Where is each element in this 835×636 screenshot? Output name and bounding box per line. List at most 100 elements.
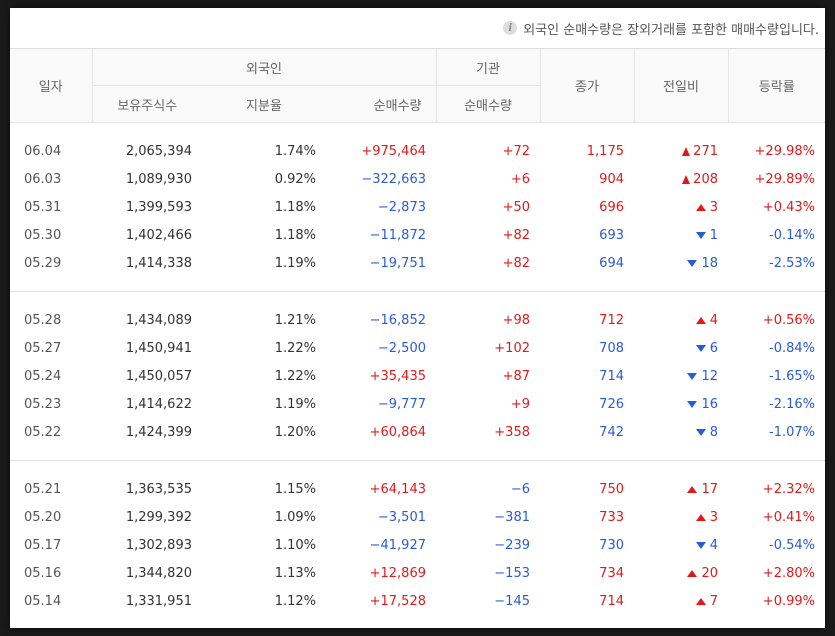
cell-close: 742 <box>599 424 624 440</box>
cell-date: 06.04 <box>24 143 62 159</box>
cell-change: 3 <box>634 503 728 531</box>
cell-close: 733 <box>599 509 624 525</box>
col-change-header: 전일비 <box>633 48 728 123</box>
table-body: 06.04 2,065,394 1.74% +975,464 +72 1,175 271 +2… <box>10 123 825 629</box>
cell-inst-net: −239 <box>494 537 530 553</box>
investor-trading-panel: i 외국인 순매수량은 장외거래를 포함한 매매수량입니다. 일자 외국인 기관… <box>10 8 825 628</box>
notice-text: 외국인 순매수량은 장외거래를 포함한 매매수량입니다. <box>523 22 819 38</box>
cell-ratio: 1.19% <box>274 255 316 271</box>
cell-change: 6 <box>634 334 728 362</box>
cell-inst-net: +82 <box>502 227 530 243</box>
cell-rate: -1.65% <box>769 368 815 384</box>
cell-foreign-net: −41,927 <box>369 537 426 553</box>
cell-close: 696 <box>599 199 624 215</box>
cell-foreign-net: −11,872 <box>369 227 426 243</box>
cell-inst-net: −381 <box>494 509 530 525</box>
cell-inst-net: −153 <box>494 565 530 581</box>
cell-date: 05.21 <box>24 481 62 497</box>
cell-inst-net: −6 <box>510 481 530 497</box>
cell-close: 712 <box>599 312 624 328</box>
cell-foreign-net: +975,464 <box>361 143 426 159</box>
col-date-header: 일자 <box>10 48 92 123</box>
cell-holdings: 1,450,057 <box>125 368 192 384</box>
investor-trading-table: 일자 외국인 기관 종가 전일비 등락률 보유주식수 지분율 순매수량 순매수량… <box>10 48 825 628</box>
cell-change: 1 <box>634 221 728 249</box>
cell-ratio: 0.92% <box>274 171 316 187</box>
cell-foreign-net: +12,869 <box>369 565 426 581</box>
cell-date: 05.27 <box>24 340 62 356</box>
cell-ratio: 1.20% <box>274 424 316 440</box>
cell-foreign-net: +35,435 <box>369 368 426 384</box>
cell-foreign-net: −3,501 <box>377 509 426 525</box>
cell-ratio: 1.21% <box>274 312 316 328</box>
cell-inst-net: +72 <box>502 143 530 159</box>
cell-inst-net: +102 <box>494 340 530 356</box>
cell-change: 16 <box>634 390 728 418</box>
cell-holdings: 1,299,392 <box>125 509 192 525</box>
cell-inst-net: +82 <box>502 255 530 271</box>
cell-inst-net: +9 <box>510 396 530 412</box>
cell-holdings: 1,414,622 <box>125 396 192 412</box>
cell-rate: +0.41% <box>762 509 815 525</box>
cell-change: 20 <box>634 559 728 587</box>
table-row: 05.20 1,299,392 1.09% −3,501 −381 733 3 +0.41% <box>10 503 825 531</box>
cell-holdings: 1,434,089 <box>125 312 192 328</box>
table-row: 05.16 1,344,820 1.13% +12,869 −153 734 20 +2.80… <box>10 559 825 587</box>
cell-change: 4 <box>634 531 728 559</box>
cell-ratio: 1.10% <box>274 537 316 553</box>
cell-close: 734 <box>599 565 624 581</box>
col-close-header: 종가 <box>539 48 634 123</box>
cell-change: 12 <box>634 362 728 390</box>
cell-change: 271 <box>634 137 728 165</box>
cell-close: 708 <box>599 340 624 356</box>
cell-close: 750 <box>599 481 624 497</box>
cell-rate: -1.07% <box>769 424 815 440</box>
table-row: 05.30 1,402,466 1.18% −11,872 +82 693 1 -0.14% <box>10 221 825 249</box>
cell-rate: +2.80% <box>762 565 815 581</box>
cell-ratio: 1.15% <box>274 481 316 497</box>
cell-ratio: 1.74% <box>274 143 316 159</box>
cell-holdings: 1,089,930 <box>125 171 192 187</box>
cell-inst-net: +87 <box>502 368 530 384</box>
cell-change: 3 <box>634 193 728 221</box>
cell-holdings: 1,414,338 <box>125 255 192 271</box>
table-row: 05.14 1,331,951 1.12% +17,528 −145 714 7 +0.99% <box>10 587 825 615</box>
cell-holdings: 1,302,893 <box>125 537 192 553</box>
cell-date: 05.23 <box>24 396 62 412</box>
col-rate-header: 등락률 <box>727 48 825 123</box>
cell-change: 18 <box>634 249 728 277</box>
cell-rate: +0.56% <box>762 312 815 328</box>
cell-close: 714 <box>599 593 624 609</box>
cell-date: 05.17 <box>24 537 62 553</box>
cell-ratio: 1.22% <box>274 368 316 384</box>
cell-date: 05.16 <box>24 565 62 581</box>
info-icon: i <box>503 21 518 35</box>
cell-inst-net: +50 <box>502 199 530 215</box>
col-ratio-header: 지분율 <box>202 85 326 123</box>
cell-close: 730 <box>599 537 624 553</box>
table-row: 05.24 1,450,057 1.22% +35,435 +87 714 12 -1.65% <box>10 362 825 390</box>
cell-ratio: 1.22% <box>274 340 316 356</box>
cell-rate: -0.14% <box>769 227 815 243</box>
cell-close: 714 <box>599 368 624 384</box>
cell-rate: -2.53% <box>769 255 815 271</box>
col-holdings-header: 보유주식수 <box>91 85 202 123</box>
cell-close: 904 <box>599 171 624 187</box>
cell-foreign-net: −2,500 <box>377 340 426 356</box>
cell-rate: -0.84% <box>769 340 815 356</box>
cell-holdings: 1,344,820 <box>125 565 192 581</box>
cell-date: 05.28 <box>24 312 62 328</box>
cell-ratio: 1.18% <box>274 227 316 243</box>
table-row: 05.17 1,302,893 1.10% −41,927 −239 730 4 -0.54% <box>10 531 825 559</box>
cell-inst-net: −145 <box>494 593 530 609</box>
cell-close: 1,175 <box>586 143 624 159</box>
col-institution-header: 기관 <box>435 48 540 86</box>
cell-ratio: 1.19% <box>274 396 316 412</box>
cell-date: 05.14 <box>24 593 62 609</box>
cell-holdings: 1,402,466 <box>125 227 192 243</box>
table-row: 05.29 1,414,338 1.19% −19,751 +82 694 18 -2.53% <box>10 249 825 277</box>
cell-holdings: 1,424,399 <box>125 424 192 440</box>
cell-holdings: 1,450,941 <box>125 340 192 356</box>
cell-rate: +0.43% <box>762 199 815 215</box>
cell-date: 05.24 <box>24 368 62 384</box>
